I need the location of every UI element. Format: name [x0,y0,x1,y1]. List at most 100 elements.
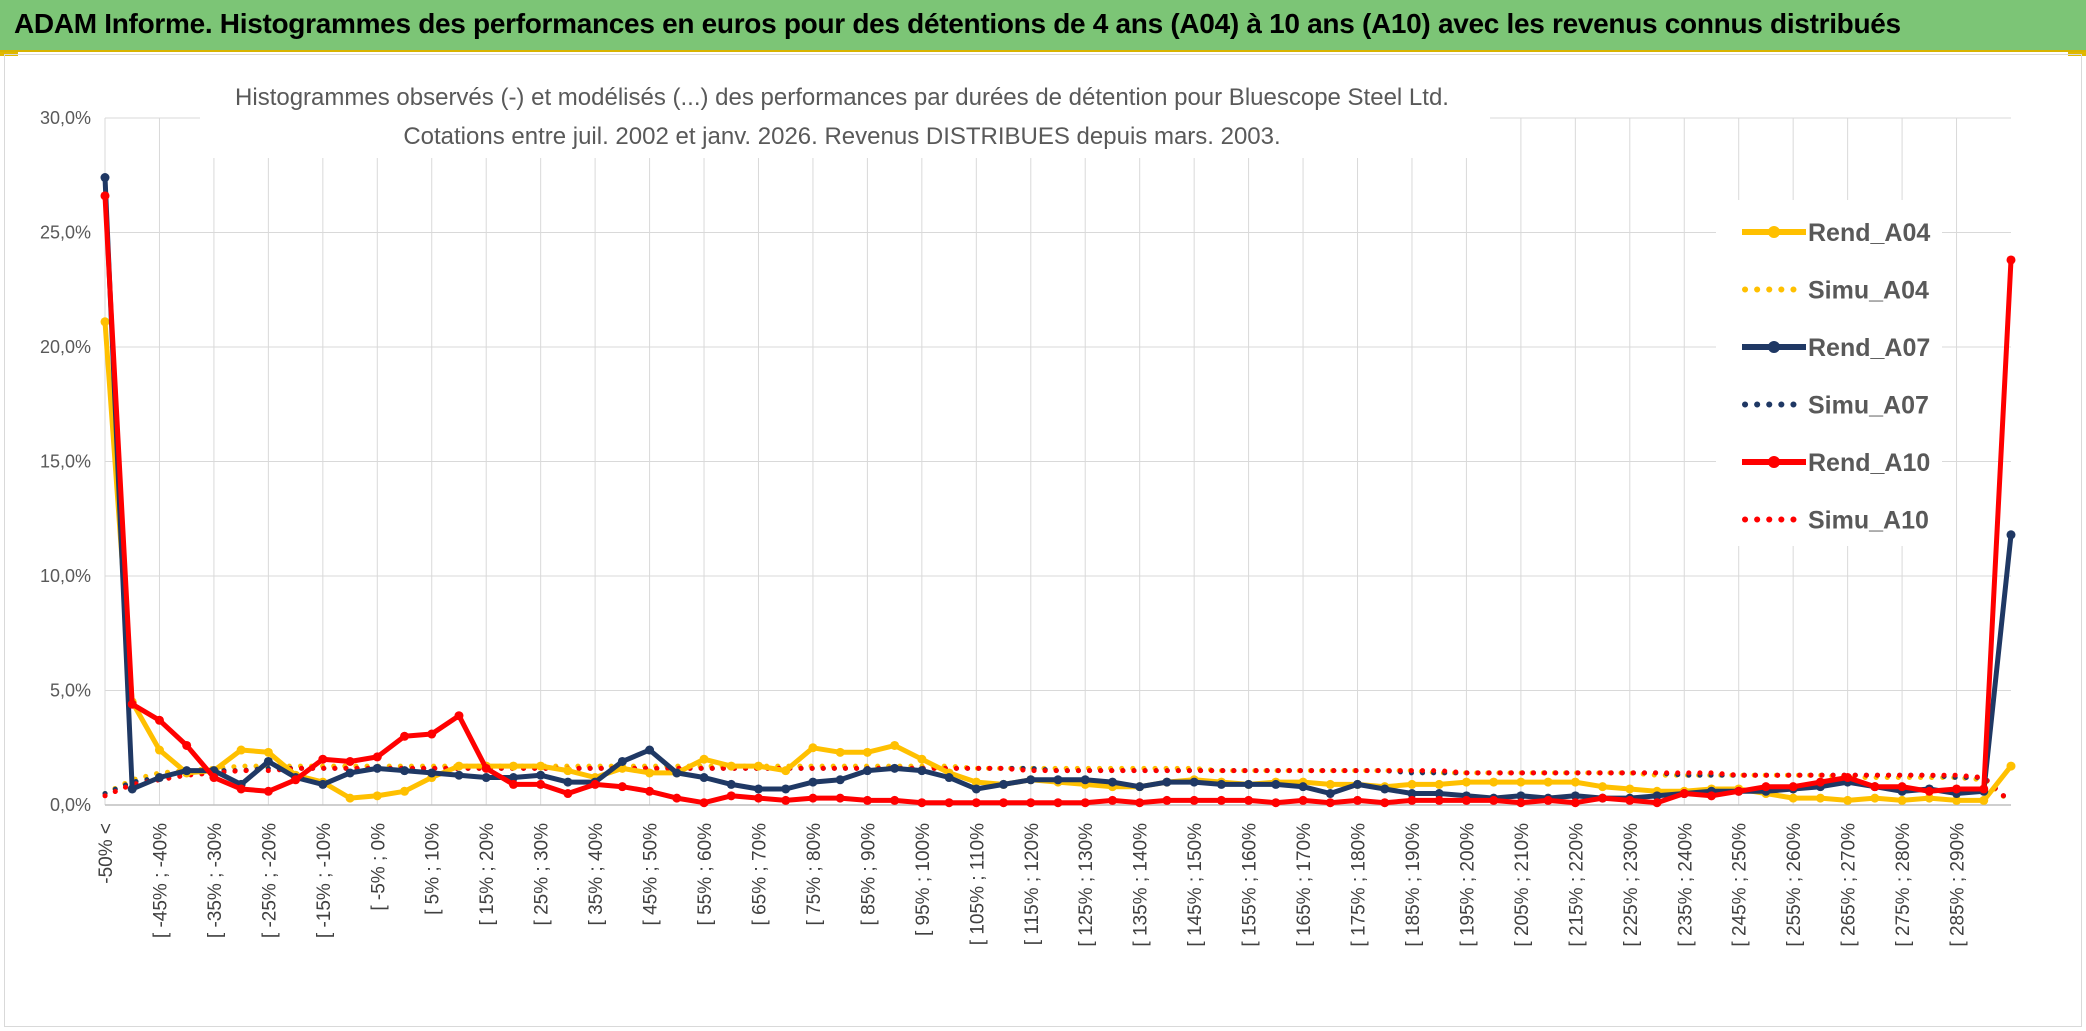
series-rend-a07-point [781,784,791,794]
x-tick-label: [ 155% ; 160% [1240,823,1261,947]
legend-simu-a07-label: Simu_A07 [1808,392,1929,420]
y-tick-label: 0,0% [50,795,91,815]
series-rend-a07-point [400,766,410,776]
series-rend-a10-point [372,752,382,762]
series-rend-a10-point [835,793,845,803]
x-tick-label: [ -25% ; -20% [259,823,280,938]
series-rend-a07-point [454,770,464,780]
series-rend-a10-point [563,789,573,799]
series-rend-a10-point [1353,795,1363,805]
series-rend-a07-point [1080,775,1090,785]
series-rend-a07-point [154,773,164,783]
series-rend-a07-point [372,763,382,773]
series-rend-a07-point [1325,789,1335,799]
x-tick-label: [ 215% ; 220% [1566,823,1587,947]
series-rend-a07-point [345,768,355,778]
series-rend-a10-point [808,793,818,803]
legend: Rend_A04 Simu_A04 Rend_A07 Simu_A07 Rend_A10… [1716,200,1942,546]
series-rend-a10-point [1625,795,1635,805]
series-rend-a10-point [100,191,110,201]
x-tick-label: [ 245% ; 250% [1730,823,1751,947]
series-rend-a04-point [2006,761,2016,771]
x-tick-label: [ 45% ; 50% [641,823,662,926]
series-rend-a10-point [999,798,1009,808]
series-simu-a10-line [102,765,2014,806]
series-rend-a04-point [699,754,709,764]
x-tick-label: [ -45% ; -40% [150,823,171,938]
series-rend-a04-point [1516,777,1526,787]
series-rend-a04-point [536,761,546,771]
series-rend-a07-point [808,777,818,787]
series-rend-a07-point [536,770,546,780]
series-rend-a10-point [1162,795,1172,805]
series-rend-a07-point [1298,782,1308,792]
series-rend-a04-point [508,761,518,771]
legend-rend-a10-label: Rend_A10 [1808,449,1930,477]
x-tick-label: [ 135% ; 140% [1131,823,1152,947]
series-rend-a10-point [1952,784,1962,794]
series-rend-a07-point [100,173,110,183]
legend-simu-a04-label: Simu_A04 [1808,277,1929,305]
series-rend-a07-point [1516,791,1526,801]
series-rend-a07-point [1053,775,1063,785]
series-rend-a10-point [154,715,164,725]
series-rend-a04-point [1489,777,1499,787]
x-tick-label: [ 205% ; 210% [1512,823,1533,947]
series-rend-a04-point [917,754,927,764]
series-rend-a04-point [1598,782,1608,792]
series-rend-a10-point [862,795,872,805]
series-rend-a10-point [890,795,900,805]
series-rend-a10-point [917,798,927,808]
series-rend-a07-point [672,768,682,778]
x-tick-label: [ 55% ; 60% [695,823,716,926]
series-rend-a07-point [1407,789,1417,799]
series-rend-a10-point [345,756,355,766]
series-rend-a10-point [2006,255,2016,265]
series-rend-a04-point [1924,793,1934,803]
series-rend-a10-point [1080,798,1090,808]
x-tick-label: [ 255% ; 260% [1784,823,1805,947]
series-rend-a10-point [672,793,682,803]
x-tick-label: [ 85% ; 90% [858,823,879,926]
series-rend-a10-point [182,740,192,750]
x-tick-label: [ 225% ; 230% [1621,823,1642,947]
series-rend-a10-point [1489,795,1499,805]
chart-title: Histogrammes observés (-) et modélisés (… [200,72,1490,158]
x-tick-label: [ -15% ; -10% [314,823,335,938]
series-rend-a07-point [427,768,437,778]
series-rend-a10-point [1734,786,1744,796]
series-rend-a04-point [345,793,355,803]
series-rend-a10-point [127,699,137,709]
series-rend-a10-point [1706,791,1716,801]
series-rend-a10-point [1543,795,1553,805]
x-axis: -50% < [ -45% ; -40% [ -35% ; -30% [ -25% ;… [96,823,1969,947]
series-rend-a04-point [645,768,655,778]
series-rend-a04-point [1952,795,1962,805]
series-rend-a07-point [753,784,763,794]
series-rend-a04-point [781,766,791,776]
series-rend-a04-point [1788,793,1798,803]
series-rend-a07-point [617,756,627,766]
legend-rend-a07-marker [1768,341,1780,353]
series-rend-a10-point [1897,782,1907,792]
series-rend-a04-point [753,761,763,771]
series-rend-a10-point [427,729,437,739]
x-tick-label: [ 235% ; 240% [1675,823,1696,947]
series-rend-a07-point [835,775,845,785]
series-rend-a07-point [563,777,573,787]
series-rend-a10-point [971,798,981,808]
y-tick-label: 15,0% [40,452,91,472]
chart-title-line2: Cotations entre juil. 2002 et janv. 2026… [403,123,1280,150]
legend-rend-a04-label: Rend_A04 [1808,219,1930,247]
series-rend-a07-point [971,784,981,794]
series-rend-a07-point [263,756,273,766]
x-tick-label: [ 65% ; 70% [749,823,770,926]
series-rend-a07-point [182,766,192,776]
series-rend-a04-point [263,747,273,757]
series-rend-a10-point [1652,798,1662,808]
x-tick-label: [ 75% ; 80% [804,823,825,926]
series-rend-a10-point [1979,784,1989,794]
series-rend-a10-point [1380,798,1390,808]
series-rend-a10-point [291,775,301,785]
x-tick-label: [ 95% ; 100% [913,823,934,936]
